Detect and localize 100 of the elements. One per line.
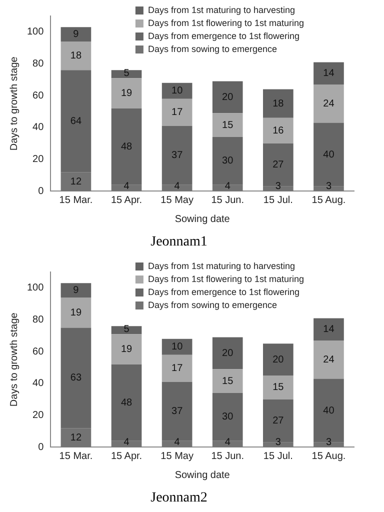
data-label: 12 — [70, 176, 82, 188]
data-label: 15 — [272, 382, 284, 394]
data-label: 24 — [323, 354, 335, 366]
data-label: 30 — [222, 412, 234, 423]
y-tick-label: 60 — [32, 90, 44, 102]
bar — [212, 369, 243, 394]
data-label: 4 — [124, 180, 130, 192]
data-label: 17 — [172, 107, 184, 118]
data-label: 3 — [326, 180, 332, 192]
data-label: 5 — [124, 68, 130, 79]
bar — [162, 338, 192, 355]
data-label: 9 — [73, 285, 80, 296]
legend-label: Days from 1st maturing to harvesting — [148, 260, 296, 271]
x-tick-label: 15 May — [160, 194, 194, 206]
bar — [111, 334, 142, 364]
legend-label: Days from 1st flowering to 1st maturing — [148, 274, 304, 284]
data-label: 3 — [275, 436, 282, 448]
data-label: 24 — [323, 98, 335, 110]
bar — [60, 27, 92, 42]
bar — [314, 340, 344, 379]
x-tick-label: 15 Jun. — [211, 194, 244, 206]
data-label: 4 — [174, 180, 180, 192]
data-label: 40 — [323, 149, 335, 160]
x-axis-title: Sowing date — [174, 470, 230, 481]
bar — [60, 428, 92, 448]
data-label: 37 — [172, 406, 184, 418]
y-axis-title: Days to growth stage — [8, 312, 20, 407]
data-label: 19 — [120, 88, 133, 99]
data-label: 27 — [272, 416, 284, 427]
data-label: 12 — [70, 432, 82, 444]
bar — [314, 84, 344, 123]
data-label: 40 — [323, 405, 335, 416]
bar — [60, 297, 92, 328]
x-axis-title: Sowing date — [174, 214, 230, 225]
legend-label: Days from 1st maturing to harvesting — [148, 4, 296, 15]
bar — [263, 118, 294, 144]
data-label: 48 — [120, 397, 133, 408]
x-tick-label: 15 Aug. — [312, 194, 346, 206]
bar — [60, 70, 92, 172]
bar — [212, 113, 243, 138]
y-tick-label: 0 — [38, 186, 44, 197]
x-tick-label: 15 Apr. — [110, 450, 142, 462]
data-label: 30 — [222, 156, 234, 167]
bar — [111, 78, 142, 108]
y-tick-label: 80 — [32, 58, 44, 70]
data-label: 9 — [73, 29, 80, 40]
data-label: 37 — [172, 150, 184, 162]
data-label: 4 — [224, 180, 231, 192]
bar — [263, 344, 294, 376]
x-tick-label: 15 Aug. — [312, 450, 346, 462]
data-label: 63 — [70, 372, 82, 384]
data-label: 10 — [172, 342, 184, 353]
y-tick-label: 40 — [32, 122, 44, 134]
x-tick-label: 15 May — [160, 450, 194, 462]
text: Jeonnam2 — [150, 490, 208, 506]
data-label: 15 — [222, 376, 234, 387]
data-label: 3 — [275, 180, 282, 192]
x-tick-label: 15 Mar. — [59, 450, 93, 462]
data-label: 19 — [70, 307, 82, 318]
bar — [162, 354, 192, 382]
data-label: 5 — [124, 324, 130, 335]
bar — [162, 98, 192, 126]
bar — [263, 89, 294, 118]
data-label: 4 — [124, 436, 130, 448]
data-label: 20 — [222, 348, 234, 359]
x-tick-label: 15 Mar. — [59, 194, 93, 206]
y-tick-label: 100 — [26, 26, 44, 38]
data-label: 16 — [272, 125, 284, 136]
data-label: 18 — [272, 98, 284, 110]
y-tick-label: 20 — [32, 410, 44, 422]
data-label: 14 — [323, 324, 335, 336]
data-label: 10 — [172, 86, 184, 97]
legend-label: Days from sowing to emergence — [148, 300, 278, 310]
data-label: 14 — [323, 68, 335, 80]
bar — [111, 70, 142, 78]
legend-label: Days from sowing to emergence — [148, 44, 278, 54]
text: Jeonnam1 — [150, 234, 208, 250]
y-tick-label: 0 — [38, 442, 44, 453]
x-tick-label: 15 Jul. — [263, 194, 293, 206]
data-label: 19 — [120, 344, 133, 355]
data-label: 18 — [70, 50, 82, 62]
x-tick-label: 15 Jun. — [211, 450, 244, 462]
bar — [60, 283, 92, 298]
data-label: 27 — [272, 160, 284, 171]
bar — [212, 337, 243, 370]
data-label: 64 — [70, 116, 82, 127]
bar — [60, 172, 92, 192]
data-label: 15 — [222, 120, 234, 131]
y-axis-title: Days to growth stage — [8, 56, 20, 151]
y-tick-label: 60 — [32, 346, 44, 358]
bar — [263, 376, 294, 400]
data-label: 4 — [224, 436, 231, 448]
legend-label: Days from emergence to 1st flowering — [148, 30, 300, 41]
bar — [111, 326, 142, 334]
y-tick-label: 20 — [32, 154, 44, 166]
legend-label: Days from 1st flowering to 1st maturing — [148, 18, 304, 28]
x-tick-label: 15 Jul. — [263, 450, 293, 462]
y-tick-label: 100 — [26, 282, 44, 294]
data-label: 48 — [120, 141, 133, 152]
bar — [60, 41, 92, 70]
